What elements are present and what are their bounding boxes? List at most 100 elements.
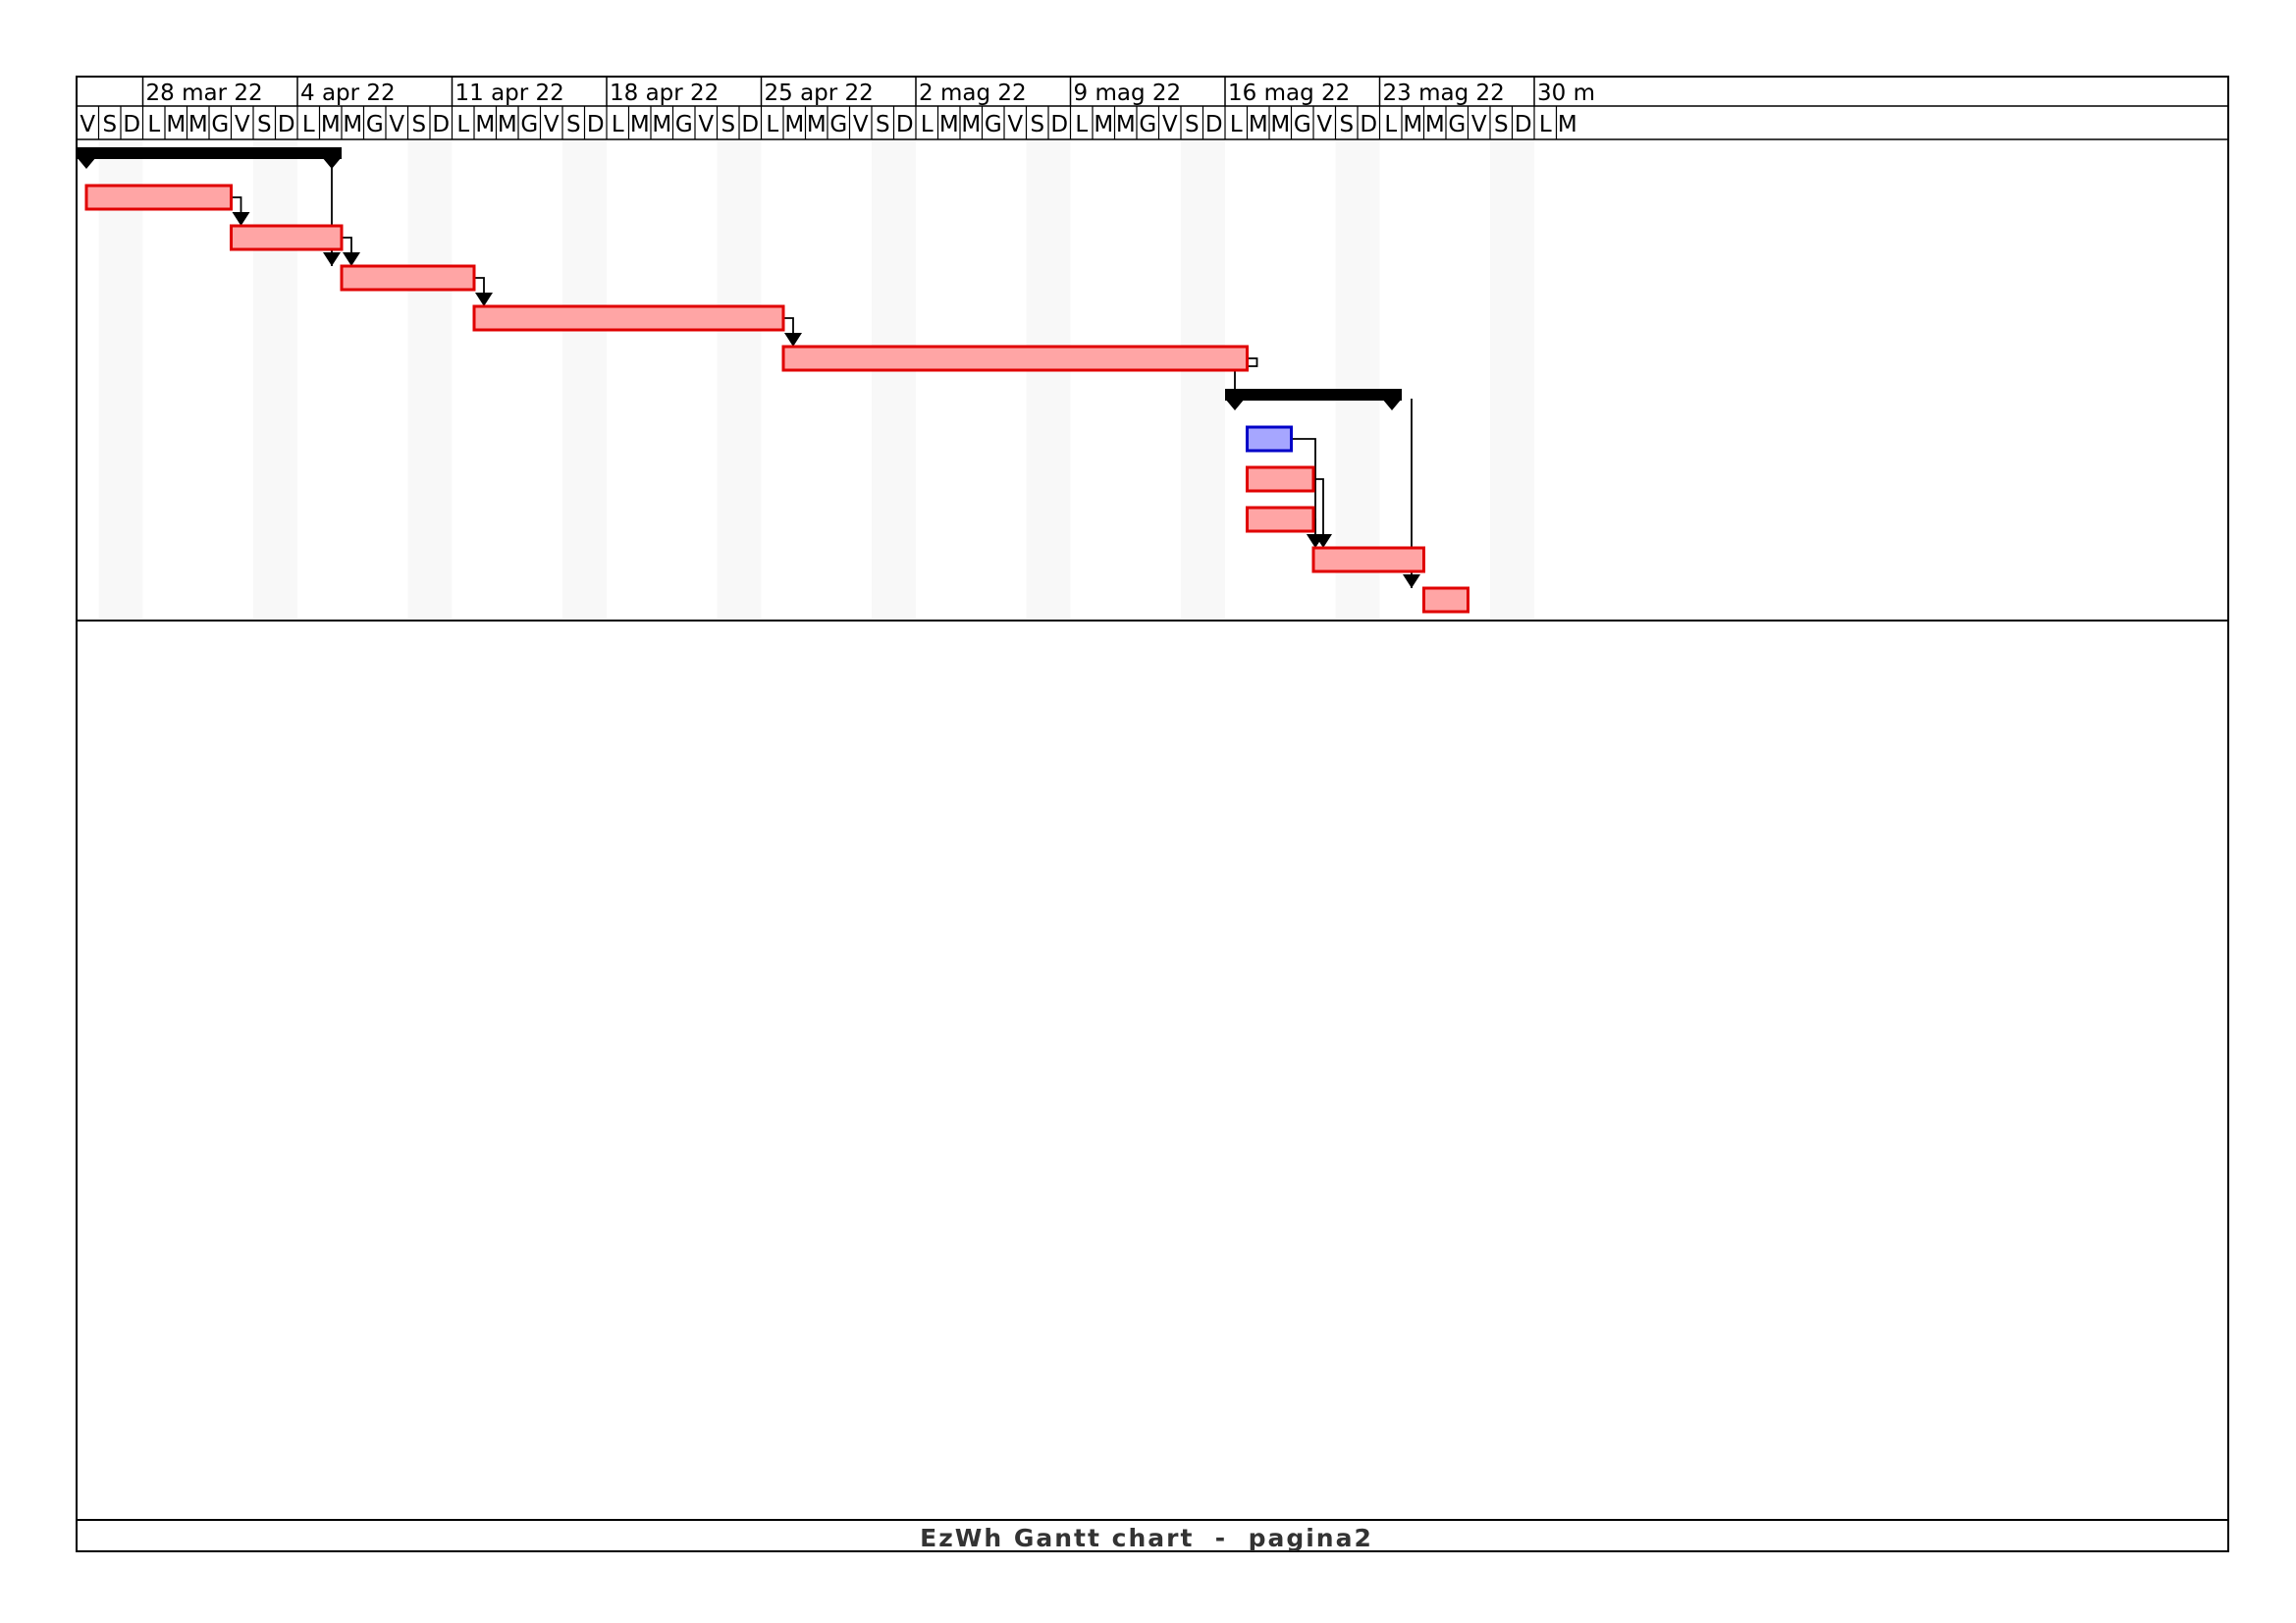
day-label: D — [1515, 112, 1532, 137]
week-label: 25 apr 22 — [765, 81, 874, 106]
summary-bar — [1225, 389, 1402, 401]
arrow-head — [784, 333, 802, 347]
day-label: D — [1205, 112, 1223, 137]
weekend-band — [1026, 139, 1048, 619]
day-label: S — [721, 112, 735, 137]
weekend-band — [253, 139, 276, 619]
task-bar — [781, 345, 1249, 372]
day-label: V — [544, 112, 560, 137]
weekend-band — [1335, 139, 1358, 619]
day-label: V — [1471, 112, 1487, 137]
day-label: L — [1384, 112, 1397, 137]
summary-end-marker — [1382, 399, 1402, 410]
day-label: M — [1558, 112, 1577, 137]
day-label: M — [1116, 112, 1136, 137]
day-label: D — [1360, 112, 1377, 137]
day-label: S — [1494, 112, 1509, 137]
week-label: 28 mar 22 — [146, 81, 263, 106]
task-bar — [1246, 506, 1315, 533]
day-label: L — [1230, 112, 1243, 137]
day-label: S — [566, 112, 581, 137]
task-bar — [472, 304, 785, 332]
weekend-band — [1512, 139, 1534, 619]
footer-title: EzWh Gantt chart - pagina2 — [920, 1524, 1373, 1552]
day-label: G — [1294, 112, 1311, 137]
arrow-head — [475, 293, 493, 306]
day-label: G — [366, 112, 384, 137]
week-label: 23 mag 22 — [1383, 81, 1505, 106]
day-label: G — [1448, 112, 1466, 137]
day-label: L — [766, 112, 778, 137]
weekend-band — [562, 139, 585, 619]
dependency-line — [1234, 357, 1258, 403]
day-label: M — [475, 112, 495, 137]
day-label: S — [411, 112, 426, 137]
day-label: L — [1075, 112, 1088, 137]
task-bar — [1422, 586, 1469, 614]
timeline-header: 28 mar 22 4 apr 22 11 apr 22 18 apr 22 25 ap… — [77, 77, 2228, 140]
day-label: L — [921, 112, 934, 137]
day-label: G — [211, 112, 229, 137]
day-label: M — [630, 112, 650, 137]
outer-border — [76, 76, 2229, 1552]
weekend-band — [893, 139, 916, 619]
task-bar — [1311, 546, 1425, 573]
weekend-band — [430, 139, 453, 619]
day-label: V — [80, 112, 95, 137]
day-label: S — [876, 112, 890, 137]
day-label: M — [961, 112, 981, 137]
day-label: G — [675, 112, 693, 137]
day-label: M — [784, 112, 804, 137]
milestone-task-bar — [1246, 425, 1293, 453]
day-label: M — [1270, 112, 1290, 137]
summary-end-marker — [322, 157, 342, 169]
weekend-shading — [98, 139, 1534, 619]
week-label: 18 apr 22 — [610, 81, 719, 106]
weekend-band — [1048, 139, 1071, 619]
task-bar — [230, 224, 344, 251]
summary-bar — [77, 147, 342, 159]
day-label: S — [257, 112, 272, 137]
day-label: S — [1030, 112, 1044, 137]
week-label: 30 m — [1537, 81, 1595, 106]
dependency-line — [1291, 438, 1316, 548]
day-label: V — [235, 112, 250, 137]
day-label: L — [147, 112, 160, 137]
week-label: 9 mag 22 — [1074, 81, 1182, 106]
day-label: M — [188, 112, 208, 137]
task-bar — [84, 184, 233, 211]
weekend-band — [98, 139, 121, 619]
day-label: V — [853, 112, 869, 137]
task-bar — [1246, 465, 1315, 493]
day-label: V — [1316, 112, 1332, 137]
day-label: L — [612, 112, 624, 137]
day-label: D — [741, 112, 759, 137]
weekend-band — [1490, 139, 1513, 619]
day-label: V — [1007, 112, 1023, 137]
week-label: 4 apr 22 — [300, 81, 396, 106]
day-label: D — [587, 112, 605, 137]
day-label: M — [807, 112, 827, 137]
weekend-band — [717, 139, 739, 619]
day-label: M — [498, 112, 517, 137]
arrow-head — [1403, 574, 1420, 588]
day-label: M — [1249, 112, 1268, 137]
day-label: M — [343, 112, 362, 137]
chart-frame — [76, 76, 2229, 1552]
weekend-band — [275, 139, 297, 619]
day-label: S — [102, 112, 117, 137]
task-bars — [77, 147, 1469, 614]
day-label: G — [520, 112, 538, 137]
day-label: S — [1339, 112, 1354, 137]
day-label: D — [278, 112, 295, 137]
day-label: L — [456, 112, 469, 137]
week-label: 11 apr 22 — [455, 81, 564, 106]
day-label: D — [123, 112, 140, 137]
day-label: M — [321, 112, 341, 137]
weekend-band — [1181, 139, 1203, 619]
weekend-band — [407, 139, 430, 619]
weekend-band — [739, 139, 762, 619]
day-label: D — [1050, 112, 1068, 137]
week-label: 2 mag 22 — [919, 81, 1027, 106]
